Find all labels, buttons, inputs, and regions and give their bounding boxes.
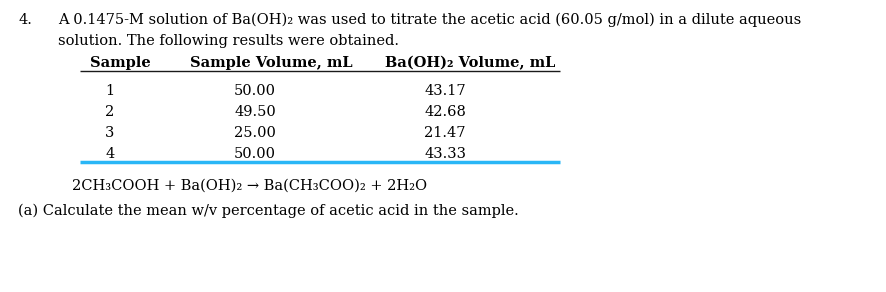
Text: 21.47: 21.47 [424,126,466,140]
Text: 50.00: 50.00 [234,84,276,98]
Text: 1: 1 [105,84,114,98]
Text: solution. The following results were obtained.: solution. The following results were obt… [58,34,399,48]
Text: Sample: Sample [90,56,151,70]
Text: 2: 2 [105,105,114,119]
Text: 42.68: 42.68 [424,105,466,119]
Text: 50.00: 50.00 [234,147,276,161]
Text: 4.: 4. [18,13,32,27]
Text: 43.33: 43.33 [424,147,466,161]
Text: (a) Calculate the mean w/v percentage of acetic acid in the sample.: (a) Calculate the mean w/v percentage of… [18,204,518,218]
Text: 4: 4 [105,147,114,161]
Text: 43.17: 43.17 [424,84,466,98]
Text: 49.50: 49.50 [234,105,276,119]
Text: A 0.1475-M solution of Ba(OH)₂ was used to titrate the acetic acid (60.05 g/mol): A 0.1475-M solution of Ba(OH)₂ was used … [58,13,801,27]
Text: 25.00: 25.00 [234,126,276,140]
Text: 2CH₃COOH + Ba(OH)₂ → Ba(CH₃COO)₂ + 2H₂O: 2CH₃COOH + Ba(OH)₂ → Ba(CH₃COO)₂ + 2H₂O [72,179,427,193]
Text: Sample Volume, mL: Sample Volume, mL [190,56,353,70]
Text: 3: 3 [105,126,114,140]
Text: Ba(OH)₂ Volume, mL: Ba(OH)₂ Volume, mL [385,56,556,70]
